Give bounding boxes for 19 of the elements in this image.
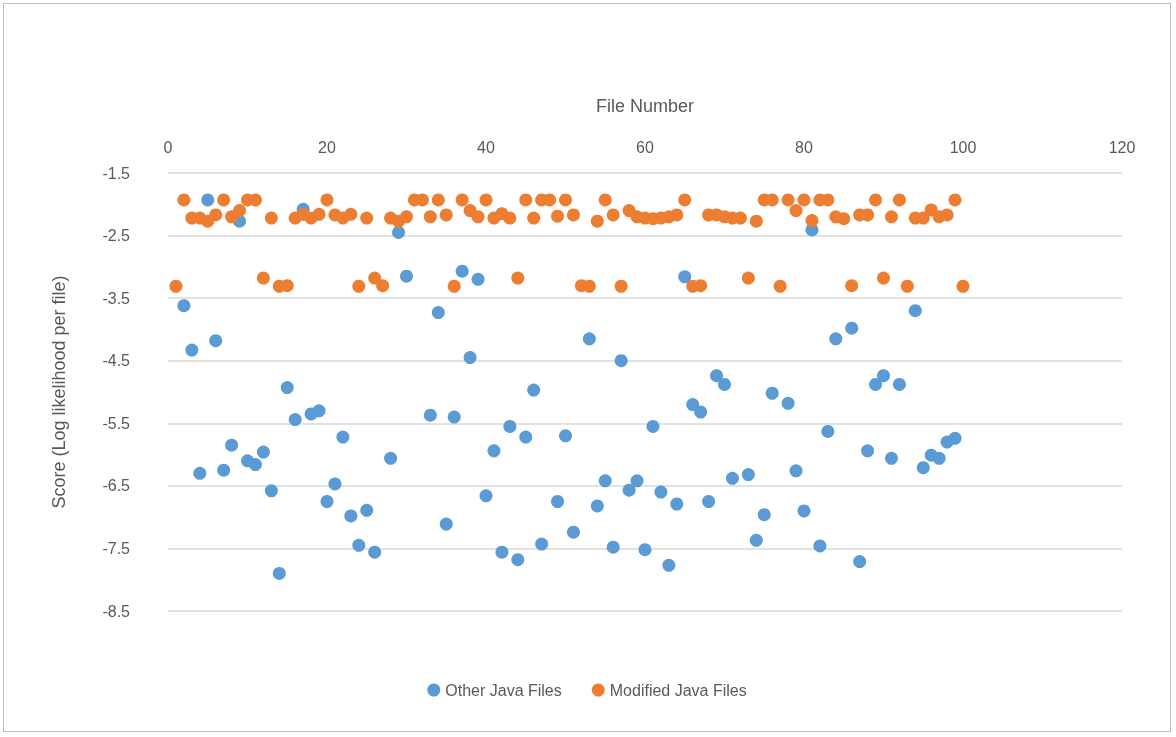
legend-label: Other Java Files bbox=[445, 681, 562, 699]
y-tick-label: -7.5 bbox=[102, 539, 131, 557]
x-tick-label: 20 bbox=[318, 138, 336, 156]
y-tick-label: -6.5 bbox=[102, 477, 131, 495]
y-axis-title: Score (Log likelihood per file) bbox=[49, 275, 69, 509]
y-tick-label: -4.5 bbox=[102, 352, 131, 370]
y-tick-label: -5.5 bbox=[102, 414, 131, 432]
x-axis-title: File Number bbox=[595, 96, 695, 116]
x-tick-label: 60 bbox=[636, 138, 654, 156]
x-tick-label: 120 bbox=[1108, 138, 1136, 156]
x-tick-label: 0 bbox=[163, 138, 173, 156]
y-tick-label: -3.5 bbox=[102, 289, 131, 307]
legend-label: Modified Java Files bbox=[609, 681, 747, 699]
x-tick-label: 40 bbox=[477, 138, 495, 156]
y-tick-label: -8.5 bbox=[102, 602, 131, 620]
x-tick-label: 80 bbox=[795, 138, 813, 156]
y-tick-label: -1.5 bbox=[102, 164, 131, 182]
y-tick-label: -2.5 bbox=[102, 227, 131, 245]
x-tick-label: 100 bbox=[949, 138, 977, 156]
